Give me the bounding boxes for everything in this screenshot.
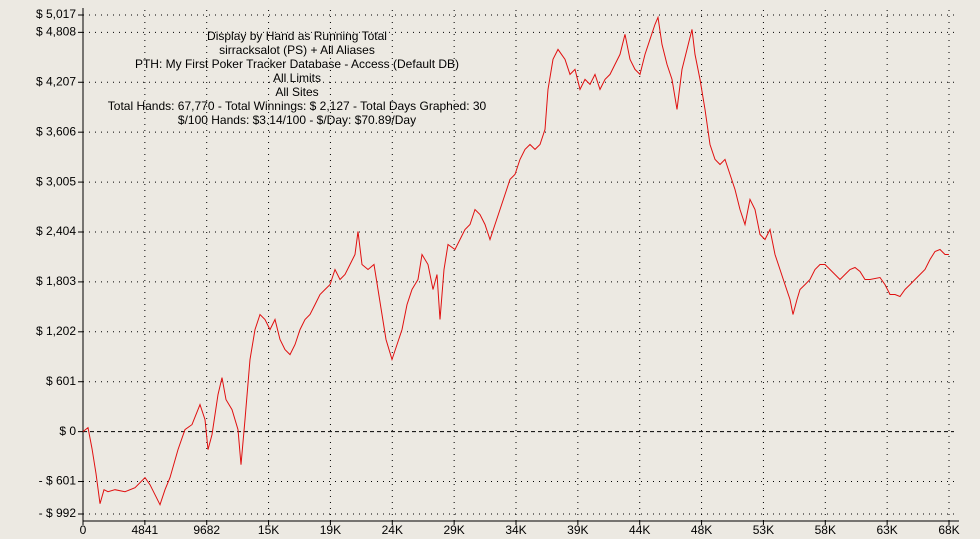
x-tick-label: 44K — [629, 523, 650, 537]
annotation: All Limits — [273, 71, 321, 85]
y-tick-label: $ 5,017 — [36, 7, 76, 21]
y-tick-label: $ 4,808 — [36, 25, 76, 39]
x-tick-label: 34K — [505, 523, 526, 537]
y-tick-label: $ 3,606 — [36, 124, 76, 138]
x-tick-label: 4841 — [132, 523, 159, 537]
annotation: Total Hands: 67,770 - Total Winnings: $ … — [108, 99, 487, 113]
annotation: Display by Hand as Running Total — [207, 29, 387, 43]
annotation: sirracksalot (PS) + All Aliases — [219, 43, 375, 57]
y-tick-label: - $ 601 — [39, 474, 77, 488]
x-tick-label: 48K — [691, 523, 712, 537]
x-tick-label: 9682 — [193, 523, 220, 537]
x-tick-label: 15K — [258, 523, 279, 537]
y-tick-label: $ 601 — [46, 374, 76, 388]
annotation: $/100 Hands: $3.14/100 - $/Day: $70.89/D… — [178, 113, 416, 127]
x-tick-label: 0 — [80, 523, 87, 537]
y-tick-label: $ 1,202 — [36, 324, 76, 338]
x-tick-label: 29K — [443, 523, 464, 537]
x-tick-label: 39K — [567, 523, 588, 537]
x-tick-label: 19K — [320, 523, 341, 537]
y-tick-label: $ 3,005 — [36, 174, 76, 188]
x-tick-label: 58K — [815, 523, 836, 537]
x-tick-label: 63K — [876, 523, 897, 537]
x-tick-label: 53K — [753, 523, 774, 537]
y-tick-label: - $ 992 — [39, 506, 77, 520]
y-tick-label: $ 0 — [59, 424, 76, 438]
x-tick-label: 24K — [382, 523, 403, 537]
annotation: PTH: My First Poker Tracker Database - A… — [135, 57, 459, 71]
x-tick-label: 68K — [938, 523, 959, 537]
y-tick-label: $ 1,803 — [36, 274, 76, 288]
y-tick-label: $ 4,207 — [36, 74, 76, 88]
annotation: All Sites — [275, 85, 318, 99]
data-line — [82, 15, 949, 507]
y-tick-label: $ 2,404 — [36, 224, 76, 238]
